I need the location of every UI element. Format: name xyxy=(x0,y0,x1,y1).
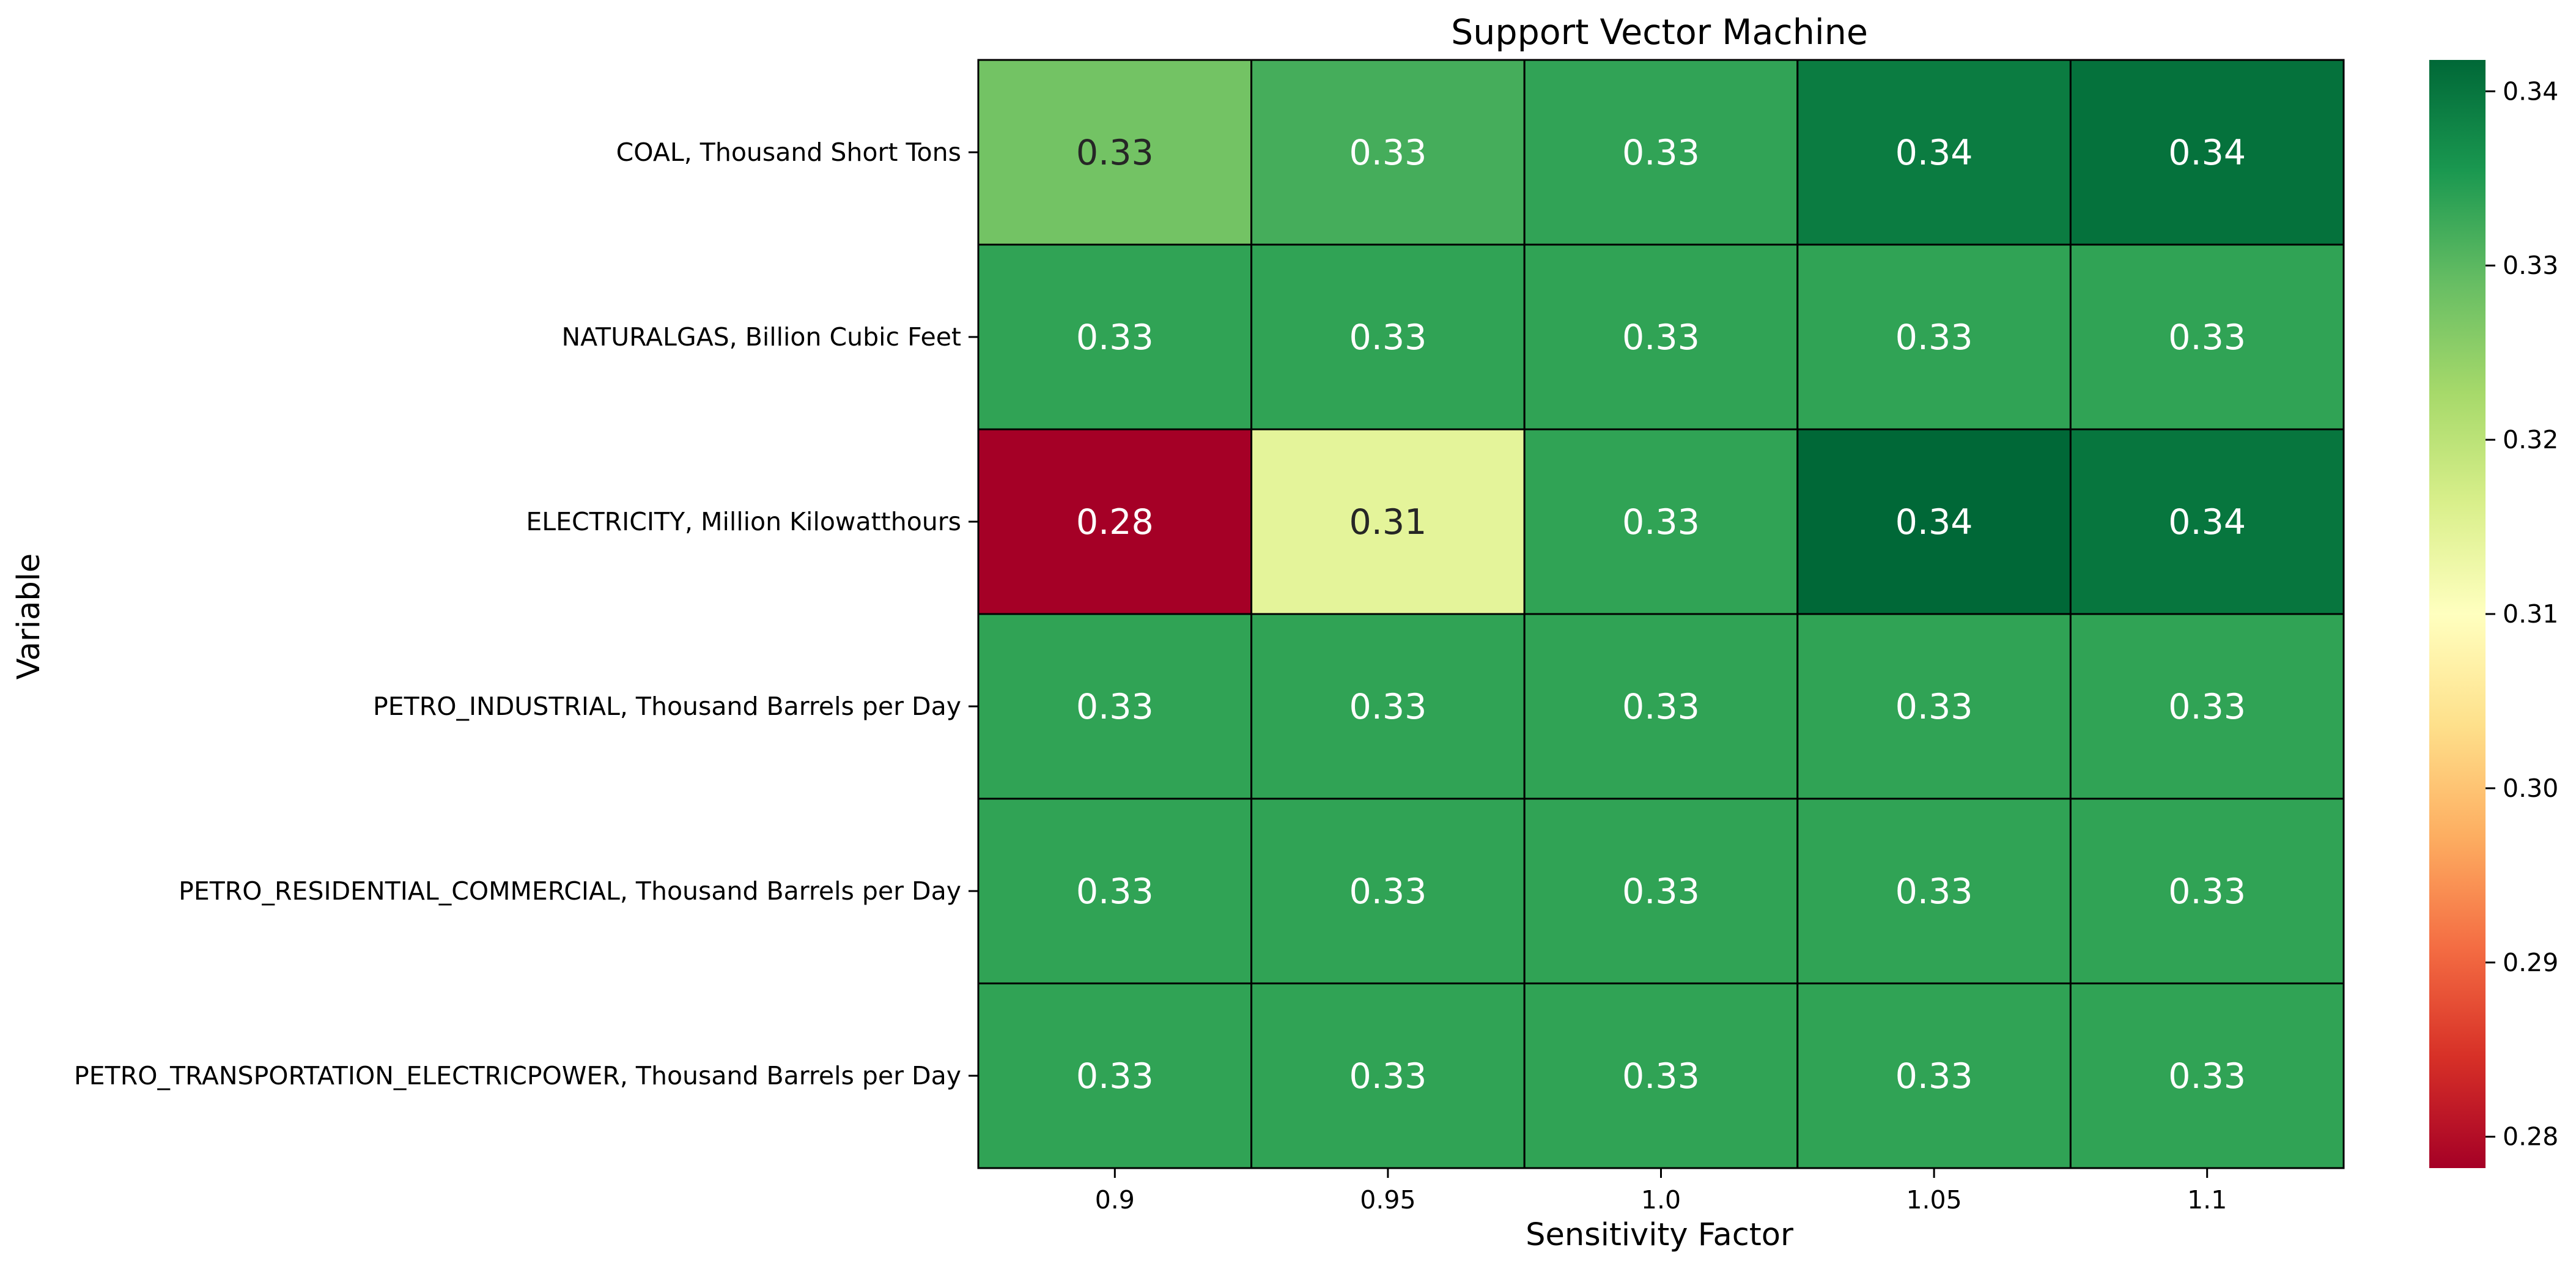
heatmap-cell xyxy=(2069,59,2345,246)
heatmap-cell xyxy=(1523,428,1799,615)
cell-value-label: 0.33 xyxy=(1895,317,1973,358)
cell-value-label: 0.33 xyxy=(1076,317,1154,358)
x-axis-ticks: 0.9 0.95 1.0 1.05 1.1 xyxy=(1095,1168,2227,1215)
y-tick-label: NATURALGAS, Billion Cubic Feet xyxy=(562,322,961,352)
cell-value-label: 0.33 xyxy=(1895,1056,1973,1097)
colorbar-tick-label: 0.31 xyxy=(2503,599,2558,629)
heatmap-cell xyxy=(1523,982,1799,1169)
cell-value-label: 0.33 xyxy=(1076,1056,1154,1097)
heatmap-cell xyxy=(1523,613,1799,800)
heatmap-cells xyxy=(977,59,2345,1169)
cell-value-label: 0.33 xyxy=(1622,317,1700,358)
colorbar-tick-label: 0.34 xyxy=(2503,76,2558,106)
heatmap-cell xyxy=(2069,613,2345,800)
cell-value-label: 0.33 xyxy=(1076,687,1154,727)
cell-value-label: 0.33 xyxy=(1349,133,1426,173)
cell-value-label: 0.33 xyxy=(2168,871,2246,912)
colorbar-tick-label: 0.30 xyxy=(2503,774,2558,803)
cell-value-label: 0.33 xyxy=(2168,1056,2246,1097)
colorbar-ticks: 0.28 0.29 0.30 0.31 0.32 0.33 0.34 xyxy=(2486,76,2558,1152)
heatmap-cell xyxy=(977,243,1253,431)
y-tick-label: ELECTRICITY, Million Kilowatthours xyxy=(526,507,961,536)
cell-value-label: 0.33 xyxy=(1349,687,1426,727)
chart-title: Support Vector Machine xyxy=(1451,12,1868,53)
heatmap-cell xyxy=(2069,243,2345,431)
colorbar-gradient xyxy=(2429,60,2486,1168)
x-tick-label: 1.05 xyxy=(1906,1185,1962,1215)
cell-value-label: 0.33 xyxy=(2168,317,2246,358)
x-tick-label: 0.95 xyxy=(1360,1185,1415,1215)
cell-value-label: 0.33 xyxy=(1622,871,1700,912)
heatmap-cell xyxy=(2069,797,2345,985)
cell-value-label: 0.31 xyxy=(1349,502,1426,542)
cell-value-label: 0.34 xyxy=(1895,502,1973,542)
heatmap-cell xyxy=(1796,428,2072,615)
cell-value-label: 0.33 xyxy=(1622,133,1700,173)
heatmap-cell xyxy=(1796,59,2072,246)
cell-value-label: 0.33 xyxy=(1622,502,1700,542)
cell-value-label: 0.33 xyxy=(1622,687,1700,727)
cell-value-label: 0.33 xyxy=(1895,871,1973,912)
x-tick-label: 1.0 xyxy=(1641,1185,1681,1215)
cell-value-label: 0.33 xyxy=(1349,871,1426,912)
colorbar-tick-label: 0.32 xyxy=(2503,425,2558,454)
heatmap-cell xyxy=(1250,982,1526,1169)
heatmap-cell xyxy=(1250,428,1526,615)
y-tick-label: COAL, Thousand Short Tons xyxy=(616,138,961,167)
colorbar-tick-label: 0.28 xyxy=(2503,1122,2558,1152)
x-tick-label: 1.1 xyxy=(2187,1185,2227,1215)
y-axis-label: Variable xyxy=(11,553,47,680)
cell-value-label: 0.34 xyxy=(2168,502,2246,542)
heatmap-cell xyxy=(1523,243,1799,431)
heatmap-cell xyxy=(977,797,1253,985)
heatmap-cell xyxy=(1796,613,2072,800)
heatmap-cell xyxy=(1523,59,1799,246)
cell-value-label: 0.33 xyxy=(1076,133,1154,173)
heatmap-cell xyxy=(1250,59,1526,246)
colorbar xyxy=(2429,60,2486,1168)
cell-value-labels: 0.33 0.33 0.33 0.34 0.34 0.33 0.33 0.33 0.33 0.33… xyxy=(1076,133,2246,1097)
heatmap-cell xyxy=(1250,797,1526,985)
cell-value-label: 0.34 xyxy=(1895,133,1973,173)
y-tick-label: PETRO_RESIDENTIAL_COMMERCIAL, Thousand B… xyxy=(179,876,961,906)
cell-value-label: 0.33 xyxy=(1349,1056,1426,1097)
heatmap-cell xyxy=(1796,982,2072,1169)
heatmap-cell xyxy=(1523,797,1799,985)
heatmap-cell xyxy=(2069,982,2345,1169)
colorbar-tick-label: 0.33 xyxy=(2503,251,2558,280)
y-tick-label: PETRO_INDUSTRIAL, Thousand Barrels per D… xyxy=(373,692,961,721)
heatmap-cell xyxy=(1250,613,1526,800)
cell-value-label: 0.33 xyxy=(1622,1056,1700,1097)
y-tick-label: PETRO_TRANSPORTATION_ELECTRICPOWER, Thou… xyxy=(74,1061,961,1090)
colorbar-tick-label: 0.29 xyxy=(2503,948,2558,977)
x-tick-label: 0.9 xyxy=(1095,1185,1135,1215)
cell-value-label: 0.33 xyxy=(1076,871,1154,912)
cell-value-label: 0.34 xyxy=(2168,133,2246,173)
cell-value-label: 0.33 xyxy=(1895,687,1973,727)
cell-value-label: 0.33 xyxy=(1349,317,1426,358)
heatmap-cell xyxy=(2069,428,2345,615)
cell-value-label: 0.28 xyxy=(1076,502,1154,542)
heatmap-cell xyxy=(977,59,1253,246)
y-axis-ticks: COAL, Thousand Short Tons NATURALGAS, Bil… xyxy=(74,138,978,1090)
x-axis-label: Sensitivity Factor xyxy=(1526,1217,1793,1253)
cell-value-label: 0.33 xyxy=(2168,687,2246,727)
